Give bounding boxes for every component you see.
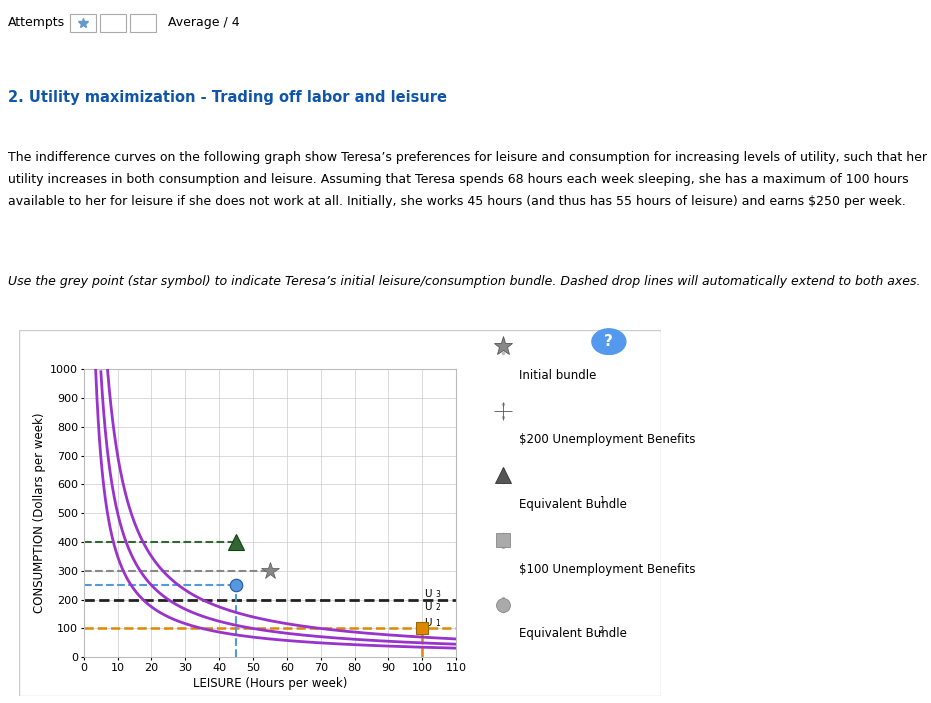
Text: 1: 1 [599,496,604,505]
Text: Use the grey point (star symbol) to indicate Teresa’s initial leisure/consumptio: Use the grey point (star symbol) to indi… [8,275,921,288]
Text: U: U [424,618,432,628]
Text: 2: 2 [599,626,604,635]
Text: 1: 1 [435,619,440,628]
Text: Average / 4: Average / 4 [168,16,239,29]
FancyBboxPatch shape [100,14,126,32]
Text: U: U [424,602,432,612]
Text: U: U [424,589,432,599]
Text: available to her for leisure if she does not work at all. Initially, she works 4: available to her for leisure if she does… [8,195,906,208]
FancyBboxPatch shape [70,14,96,32]
Circle shape [592,329,626,354]
Text: utility increases in both consumption and leisure. Assuming that Teresa spends 6: utility increases in both consumption an… [8,173,909,186]
X-axis label: LEISURE (Hours per week): LEISURE (Hours per week) [193,677,347,690]
Text: Equivalent Bundle: Equivalent Bundle [519,627,627,640]
Text: Equivalent Bundle: Equivalent Bundle [519,498,627,511]
Text: Initial bundle: Initial bundle [519,368,597,382]
Text: $100 Unemployment Benefits: $100 Unemployment Benefits [519,562,696,576]
Y-axis label: CONSUMPTION (Dollars per week): CONSUMPTION (Dollars per week) [34,413,46,614]
Text: ?: ? [604,334,614,349]
Text: $200 Unemployment Benefits: $200 Unemployment Benefits [519,433,696,446]
FancyBboxPatch shape [19,330,661,696]
Text: 2: 2 [435,603,440,612]
Text: 2. Utility maximization - Trading off labor and leisure: 2. Utility maximization - Trading off la… [8,91,447,105]
Text: 3: 3 [435,591,440,600]
Text: The indifference curves on the following graph show Teresa’s preferences for lei: The indifference curves on the following… [8,150,927,164]
FancyBboxPatch shape [130,14,156,32]
Text: Attempts: Attempts [8,16,65,29]
